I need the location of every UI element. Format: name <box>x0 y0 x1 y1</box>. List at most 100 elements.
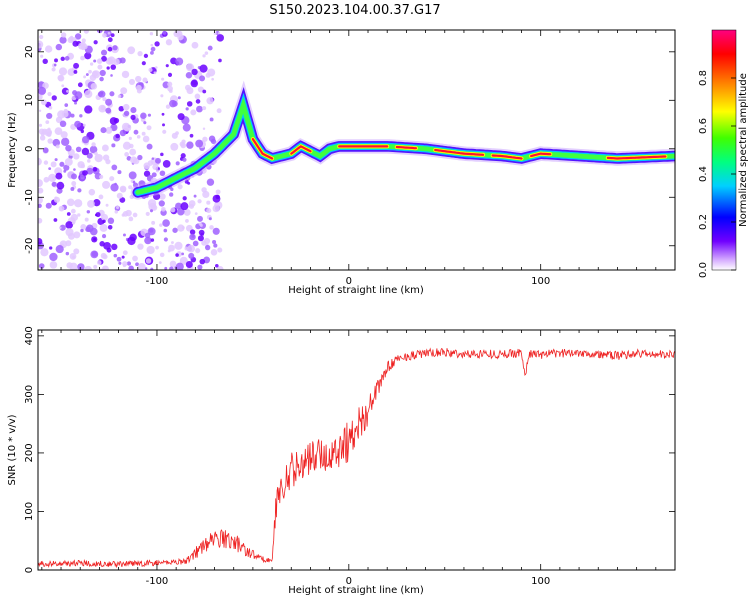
noise-speckle <box>204 51 209 55</box>
noise-speckle <box>42 147 49 154</box>
noise-speckle <box>161 77 165 81</box>
noise-speckle <box>53 196 60 203</box>
noise-speckle <box>204 244 211 251</box>
noise-speckle <box>73 168 76 171</box>
noise-speckle <box>59 226 62 229</box>
noise-speckle <box>110 74 113 77</box>
noise-speckle <box>165 64 169 68</box>
noise-speckle <box>158 261 162 265</box>
noise-speckle <box>77 161 85 169</box>
noise-speckle <box>188 252 195 259</box>
noise-speckle <box>167 72 173 77</box>
noise-speckle <box>49 246 53 250</box>
noise-speckle <box>170 207 176 213</box>
noise-speckle <box>162 129 167 134</box>
noise-speckle <box>125 209 132 217</box>
noise-speckle <box>146 245 155 255</box>
noise-speckle <box>66 212 71 216</box>
noise-speckle <box>50 161 57 168</box>
noise-speckle <box>141 131 146 136</box>
noise-speckle <box>74 91 83 100</box>
noise-speckle <box>197 86 204 93</box>
noise-speckle <box>150 50 154 55</box>
noise-speckle <box>38 196 43 204</box>
noise-speckle <box>170 142 179 151</box>
noise-speckle <box>102 180 111 189</box>
noise-speckle <box>117 170 122 175</box>
noise-speckle <box>38 40 44 49</box>
noise-speckle <box>51 181 57 187</box>
noise-speckle <box>213 243 218 248</box>
noise-speckle <box>121 213 125 217</box>
noise-speckle <box>130 114 136 120</box>
noise-speckle <box>86 210 91 214</box>
noise-speckle <box>55 144 60 149</box>
noise-speckle <box>111 243 118 251</box>
noise-speckle <box>79 175 86 182</box>
snr-series-line <box>38 347 675 569</box>
noise-speckle <box>39 135 46 141</box>
noise-speckle <box>169 260 177 268</box>
noise-speckle <box>51 95 57 101</box>
noise-speckle <box>38 187 44 194</box>
noise-speckle <box>87 159 91 163</box>
noise-speckle <box>59 120 67 128</box>
noise-speckle <box>127 46 136 55</box>
ridge-peak <box>491 154 523 160</box>
noise-speckle <box>167 249 171 253</box>
noise-speckle <box>150 238 155 242</box>
noise-speckle <box>144 232 151 239</box>
noise-speckle <box>124 152 129 157</box>
noise-speckle <box>126 261 132 266</box>
noise-speckle <box>185 107 189 111</box>
noise-speckle <box>146 143 153 150</box>
x-tick-label: -100 <box>146 276 169 287</box>
noise-speckle <box>154 66 158 69</box>
noise-speckle <box>185 72 193 79</box>
noise-speckle <box>51 176 56 180</box>
noise-speckle <box>197 215 203 222</box>
colorbar-tick-label: 0.6 <box>698 118 709 134</box>
noise-speckle <box>115 133 120 139</box>
noise-speckle <box>79 114 83 118</box>
noise-speckle <box>206 97 214 105</box>
noise-speckle <box>202 106 207 111</box>
noise-speckle <box>155 157 161 164</box>
noise-speckle <box>65 221 74 229</box>
noise-speckle <box>116 192 123 199</box>
noise-speckle <box>59 161 65 167</box>
noise-speckle <box>58 67 68 76</box>
noise-speckle <box>162 160 171 168</box>
noise-speckle <box>116 256 122 262</box>
noise-speckle <box>128 78 136 85</box>
noise-speckle <box>185 219 189 223</box>
noise-speckle <box>43 176 50 183</box>
noise-speckle <box>77 213 81 217</box>
noise-speckle <box>92 166 98 172</box>
noise-speckle <box>165 104 171 109</box>
noise-speckle <box>118 105 125 112</box>
noise-speckle <box>101 234 107 239</box>
noise-speckle <box>49 130 52 134</box>
noise-speckle <box>177 207 185 216</box>
noise-speckle <box>110 33 115 38</box>
noise-speckle <box>216 108 222 114</box>
noise-speckle <box>109 176 115 182</box>
noise-speckle <box>162 219 170 227</box>
noise-speckle <box>161 207 166 212</box>
noise-speckle <box>38 94 43 100</box>
noise-speckle <box>199 223 203 227</box>
ridge-peak <box>251 138 274 160</box>
noise-speckle <box>210 249 218 256</box>
noise-speckle <box>177 33 184 41</box>
noise-speckle <box>45 120 50 125</box>
noise-speckle <box>48 167 52 171</box>
noise-speckle <box>122 141 132 150</box>
noise-speckle <box>70 208 76 214</box>
noise-speckle <box>66 89 69 93</box>
noise-speckle <box>175 262 184 270</box>
noise-speckle <box>142 135 150 143</box>
noise-speckle <box>47 91 52 97</box>
noise-speckle <box>105 203 109 207</box>
y-tick-label: -10 <box>24 189 35 205</box>
